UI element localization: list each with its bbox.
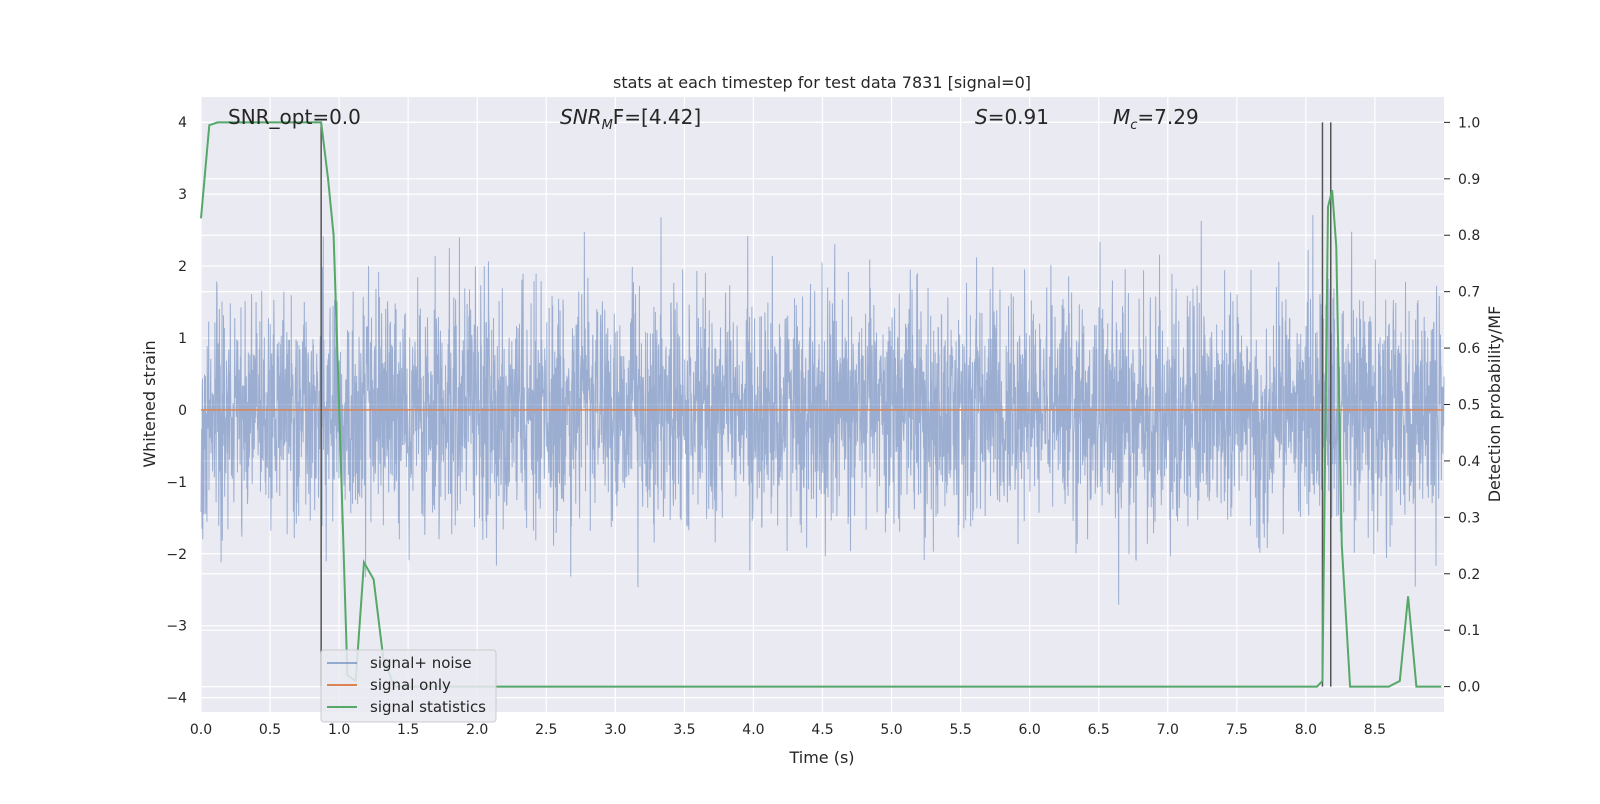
y-left-tick-label: 3 [178,187,187,203]
annotation-s: S=0.91 [975,105,1049,129]
y-left-tick-label: 0 [178,403,187,419]
x-tick-label: 1.5 [397,722,419,738]
legend-label-signal-only: signal only [370,676,451,694]
y-right-tick-label: 1.0 [1458,115,1480,131]
snr-mf-prefix: SNR [560,105,602,129]
legend-box [320,649,497,723]
x-tick-label: 1.0 [328,722,350,738]
y-right-tick-label: 0.6 [1458,341,1480,357]
series-signal-statistics [200,121,1442,688]
y-right-tick-label: 0.2 [1458,567,1480,583]
x-tick-label: 8.5 [1364,722,1386,738]
y-right-tick-label: 0.3 [1458,510,1480,526]
x-tick-label: 8.0 [1295,722,1317,738]
vertical-markers [320,122,1332,687]
y-right-tick-label: 0.1 [1458,623,1480,639]
y-left-tick-label: −1 [166,475,187,491]
line-signal-statistics [200,121,1442,688]
annotation-snr-mf: SNRMF=[4.42] [560,105,701,133]
legend-label-signal-noise: signal+ noise [370,654,472,672]
x-tick-label: 0.0 [190,722,212,738]
x-tick-label: 4.0 [742,722,764,738]
y-left-tick-label: 4 [178,115,187,131]
x-tick-label: 0.5 [259,722,281,738]
s-var: S [975,105,988,129]
x-tick-label: 7.0 [1157,722,1179,738]
tick-labels: 0.0 0.5 1.0 1.5 2.0 2.5 3.0 3.5 4.0 4.5 5.0 5.5 6.0 6… [166,115,1480,738]
x-tick-label: 6.0 [1019,722,1041,738]
legend: signal+ noise signal only signal statist… [320,649,497,723]
legend-label-signal-statistics: signal statistics [370,698,486,716]
y-right-tick-label: 0.9 [1458,172,1480,188]
y-left-tick-label: 1 [178,331,187,347]
x-tick-label: 2.5 [535,722,557,738]
y-left-tick-label: −2 [166,547,187,563]
y-left-tick-label: −4 [166,691,187,707]
x-tick-label: 5.5 [949,722,971,738]
annotation-mc: Mc=7.29 [1113,105,1199,133]
snr-mf-sub: M [602,118,613,133]
x-tick-label: 3.5 [673,722,695,738]
s-val: =0.91 [988,105,1049,129]
snr-mf-suffix: F=[4.42] [613,105,701,129]
y-right-tick-label: 0.0 [1458,680,1480,696]
x-tick-label: 5.0 [880,722,902,738]
x-tick-label: 2.0 [466,722,488,738]
y-right-tick-label: 0.4 [1458,454,1480,470]
mc-val: =7.29 [1137,105,1198,129]
mc-var: M [1113,105,1130,129]
x-axis-label: Time (s) [788,748,854,767]
y-right-tick-label: 0.7 [1458,285,1480,301]
chart-title: stats at each timestep for test data 783… [613,73,1031,92]
y-axis-label-left: Whitened strain [140,340,159,467]
y-axis-label-right: Detection probability/MF [1485,306,1504,503]
y-left-tick-label: 2 [178,259,187,275]
y-left-tick-label: −3 [166,619,187,635]
annotation-snr-opt: SNR_opt=0.0 [228,105,361,129]
x-tick-label: 4.5 [811,722,833,738]
y-right-tick-label: 0.8 [1458,228,1480,244]
y-right-tick-label: 0.5 [1458,398,1480,414]
x-tick-label: 6.5 [1088,722,1110,738]
mc-sub: c [1130,118,1137,133]
x-tick-label: 7.5 [1226,722,1248,738]
x-tick-label: 3.0 [604,722,626,738]
